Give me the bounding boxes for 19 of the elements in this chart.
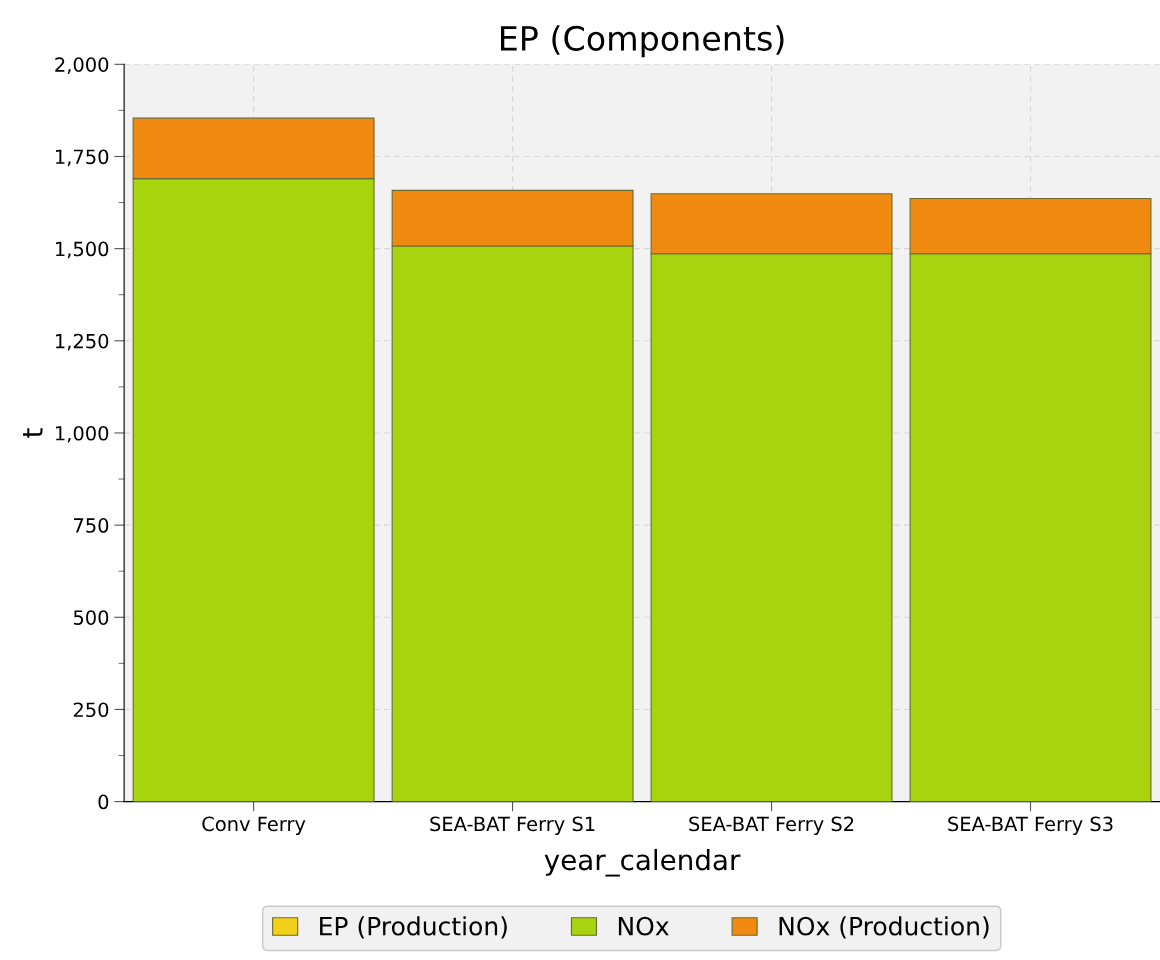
y-tick-label: 1,000 (56, 425, 109, 443)
x-tick-label: SEA-BAT Ferry S2 (689, 816, 854, 835)
y-tick-label: 0 (98, 794, 109, 810)
legend-label: NOx (618, 916, 669, 936)
y-tick-label: 2,000 (55, 57, 109, 74)
y-tick-label: 1,750 (56, 149, 109, 167)
y-axis-title: t (23, 428, 43, 438)
y-tick-label: 750 (74, 518, 109, 533)
y-tick-label: 500 (73, 610, 109, 625)
y-tick-label: 1,250 (56, 333, 109, 351)
chart-title: EP (Components) (501, 25, 784, 58)
y-tick-label: 1,500 (56, 241, 109, 259)
legend-label: EP (Production) (320, 916, 507, 939)
y-tick-label: 250 (73, 702, 109, 718)
x-axis-title: year_calendar (544, 848, 741, 877)
x-tick-label: SEA-BAT Ferry S1 (430, 816, 595, 835)
x-tick-label: SEA-BAT Ferry S3 (948, 816, 1113, 835)
legend-label: NOx (Production) (779, 916, 989, 939)
x-tick-label: Conv Ferry (202, 816, 306, 835)
